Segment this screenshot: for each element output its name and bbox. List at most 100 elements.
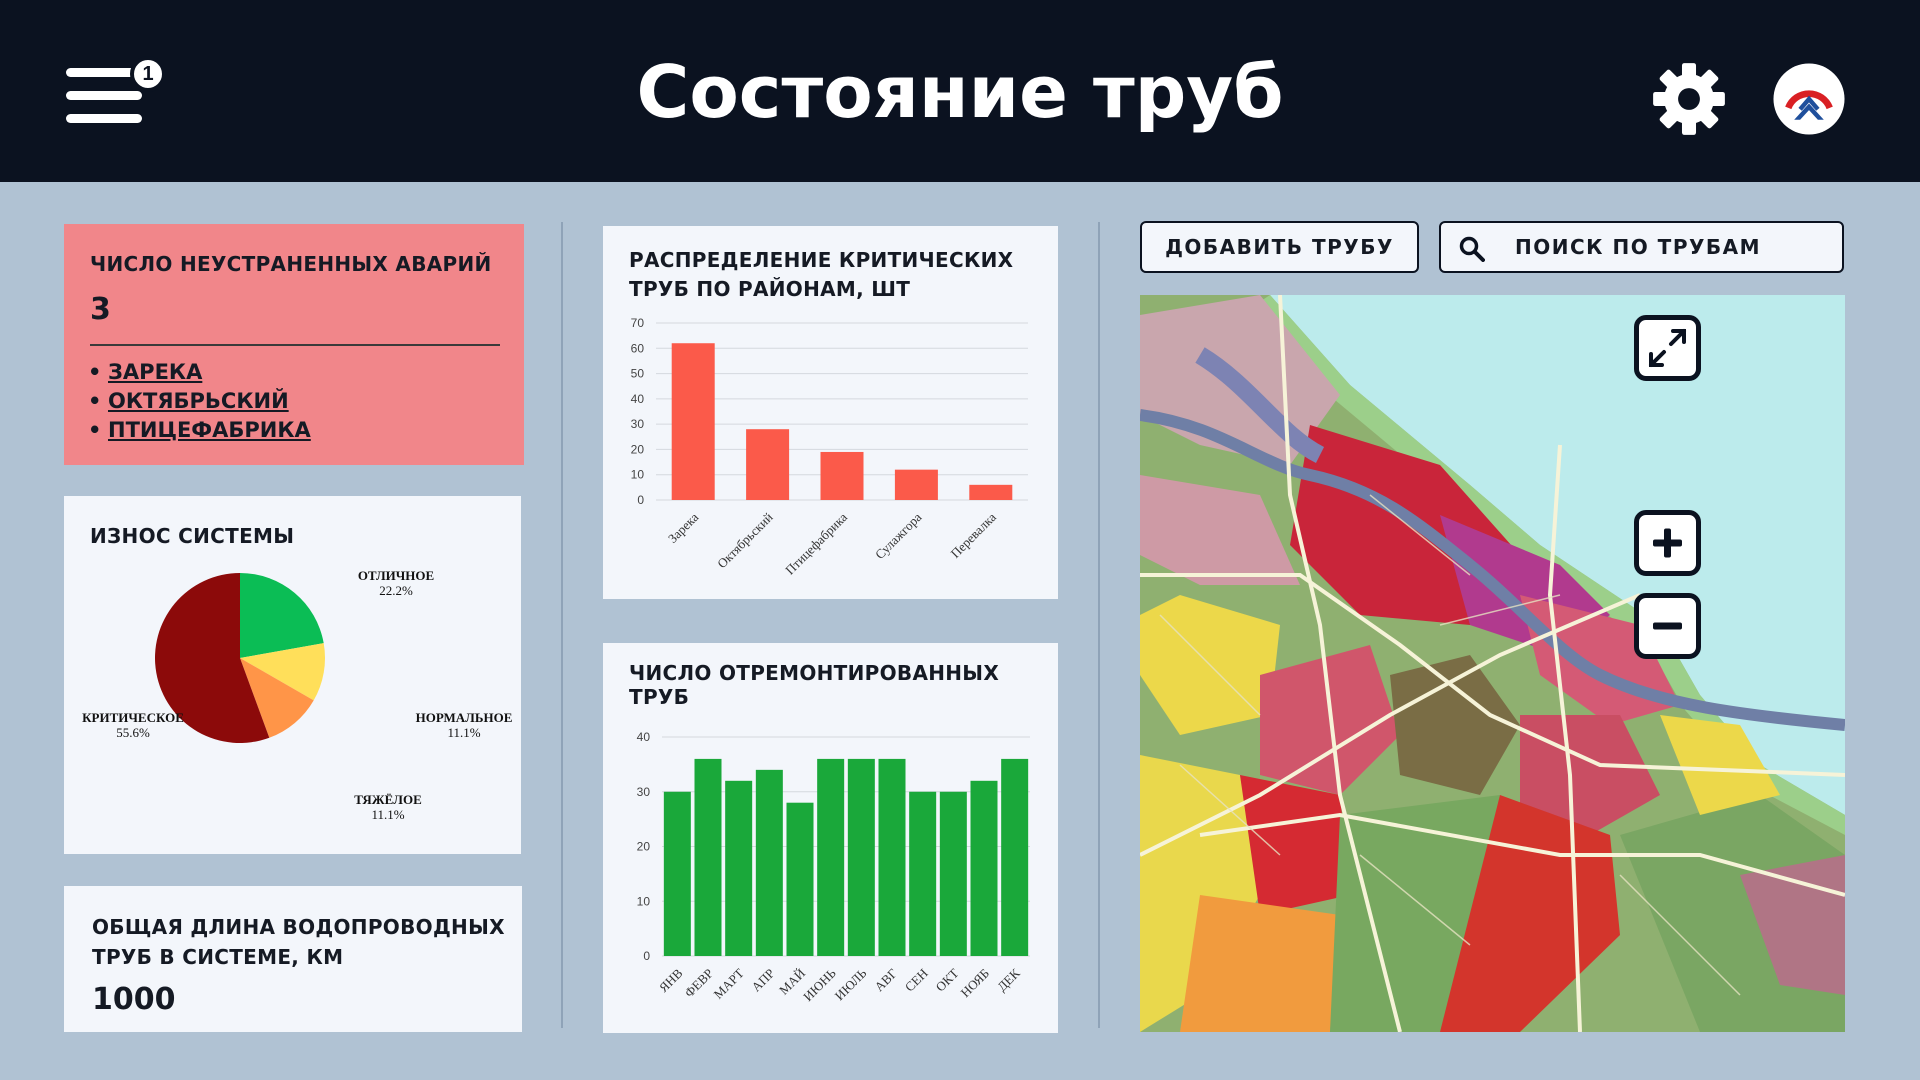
y-tick-label: 10	[637, 894, 651, 908]
bar	[847, 758, 875, 956]
district-link[interactable]: ПТИЦЕФАБРИКА	[108, 418, 311, 442]
pie-label: КРИТИЧЕСКОЕ 55.6%	[68, 710, 198, 740]
zoom-in-icon	[1653, 528, 1682, 558]
logo[interactable]	[1772, 62, 1846, 136]
menu-button[interactable]: 1	[66, 56, 166, 128]
y-tick-label: 40	[637, 730, 651, 744]
slice-pct: 11.1%	[447, 725, 481, 740]
total-length-card: ОБЩАЯ ДЛИНА ВОДОПРОВОДНЫХ ТРУБ В СИСТЕМЕ…	[64, 886, 522, 1032]
header: 1 Состояние труб	[0, 0, 1920, 182]
x-tick-label: АПР	[748, 966, 777, 995]
zoom-in-button[interactable]	[1634, 510, 1701, 576]
search-icon	[1459, 236, 1485, 262]
menu-icon-bar	[66, 114, 142, 123]
notification-badge: 1	[130, 56, 166, 92]
critical-pipes-bar-chart: 0 10 20 30 40 50 60 70 Зарека Октябрьский Птицефаб…	[631, 316, 1028, 577]
y-tick-label: 20	[631, 442, 645, 456]
bar	[725, 780, 753, 956]
y-tick-label: 60	[631, 341, 645, 355]
critical-pipes-chart-card: 0 10 20 30 40 50 60 70 Зарека Октябрьский Птицефаб…	[603, 226, 1058, 599]
card-title: ЧИСЛО НЕУСТРАНЕННЫХ АВАРИЙ	[90, 252, 492, 276]
pie-slice	[240, 658, 314, 738]
bar	[909, 791, 937, 956]
y-tick-label: 20	[637, 840, 651, 854]
pie-slice	[240, 573, 324, 658]
repaired-pipes-chart-card: 0 10 20 30 40 ЯНВ ФЕВР МАРТ АПР МАЙ ИЮНЬ ИЮЛЬ АВГ СЕН…	[603, 643, 1058, 1033]
pie-label: НОРМАЛЬНОЕ 11.1%	[404, 710, 524, 740]
zoom-out-icon	[1653, 622, 1682, 630]
bar	[939, 791, 967, 956]
bar	[817, 758, 845, 956]
pie-label: ТЯЖЁЛОЕ 11.1%	[328, 792, 448, 822]
y-tick-label: 0	[637, 493, 644, 507]
districts-list: ЗАРЕКА ОКТЯБРЬСКИЙ ПТИЦЕФАБРИКА	[108, 358, 311, 445]
x-tick-label: Зарека	[665, 509, 702, 546]
pie-slice	[240, 643, 325, 701]
y-tick-label: 40	[631, 392, 645, 406]
divider	[90, 344, 500, 346]
bar	[663, 791, 691, 956]
x-tick-label: ИЮЛЬ	[832, 965, 870, 1003]
x-tick-label: НОЯБ	[957, 966, 992, 1001]
page-title: Состояние труб	[636, 50, 1284, 134]
x-tick-label: ДЕК	[994, 965, 1023, 994]
y-tick-label: 0	[643, 949, 650, 963]
bar	[820, 451, 864, 500]
zoom-out-button[interactable]	[1634, 593, 1701, 659]
x-tick-label: Сулажгора	[872, 509, 925, 562]
x-tick-label: Октябрьский	[714, 509, 776, 571]
system-wear-card: ИЗНОС СИСТЕМЫ ОТЛИЧНОЕ 22.2% НОРМАЛЬНОЕ 11…	[64, 496, 521, 854]
bar	[746, 429, 790, 500]
slice-pct: 11.1%	[371, 807, 405, 822]
divider	[1098, 222, 1100, 1028]
x-tick-label: ФЕВР	[681, 966, 716, 1001]
gear-icon[interactable]	[1650, 60, 1728, 138]
wear-pie-chart	[155, 573, 325, 743]
menu-icon	[66, 68, 142, 77]
fullscreen-button[interactable]	[1634, 315, 1701, 381]
pie-label: ОТЛИЧНОЕ 22.2%	[336, 568, 456, 598]
y-tick-label: 30	[637, 785, 651, 799]
district-link[interactable]: ОКТЯБРЬСКИЙ	[108, 389, 289, 413]
y-tick-label: 30	[631, 417, 645, 431]
total-length-value: 1000	[92, 982, 176, 1017]
y-tick-label: 50	[631, 367, 645, 381]
card-title: ИЗНОС СИСТЕМЫ	[90, 524, 295, 548]
x-tick-label: Перевалка	[948, 509, 1000, 561]
slice-pct: 22.2%	[379, 583, 413, 598]
slice-label: КРИТИЧЕСКОЕ	[82, 710, 184, 725]
x-tick-label: МАРТ	[711, 965, 747, 1001]
slice-label: ТЯЖЁЛОЕ	[354, 792, 422, 807]
bar	[755, 769, 783, 956]
bar	[894, 469, 938, 500]
bar	[969, 484, 1013, 500]
slice-label: ОТЛИЧНОЕ	[357, 568, 435, 583]
slice-pct: 55.6%	[116, 725, 150, 740]
district-link[interactable]: ЗАРЕКА	[108, 360, 203, 384]
x-tick-label: ИЮНЬ	[800, 965, 839, 1004]
x-tick-label: СЕН	[902, 966, 931, 995]
bar	[970, 780, 998, 956]
city-map[interactable]	[1140, 295, 1845, 1032]
y-tick-label: 10	[631, 468, 645, 482]
menu-icon-bar	[66, 91, 142, 100]
map-image	[1140, 295, 1845, 1032]
bar	[671, 343, 715, 500]
bar	[786, 802, 814, 956]
search-pipes-button[interactable]: ПОИСК ПО ТРУБАМ	[1439, 221, 1844, 273]
accidents-count: 3	[90, 292, 111, 327]
card-title: РАСПРЕДЕЛЕНИЕ КРИТИЧЕСКИХ ТРУБ ПО РАЙОНА…	[629, 248, 1014, 301]
expand-icon	[1649, 329, 1686, 367]
add-pipe-button[interactable]: ДОБАВИТЬ ТРУБУ	[1140, 221, 1419, 273]
unresolved-accidents-card: ЧИСЛО НЕУСТРАНЕННЫХ АВАРИЙ 3 ЗАРЕКА ОКТЯ…	[64, 224, 524, 465]
bar	[878, 758, 906, 956]
bar	[1001, 758, 1029, 956]
slice-label: НОРМАЛЬНОЕ	[415, 710, 513, 725]
list-item: ОКТЯБРЬСКИЙ	[108, 387, 311, 416]
card-title: ЧИСЛО ОТРЕМОНТИРОВАННЫХ ТРУБ	[629, 661, 1000, 709]
list-item: ЗАРЕКА	[108, 358, 311, 387]
x-tick-label: Птицефабрика	[782, 509, 850, 577]
card-title: ОБЩАЯ ДЛИНА ВОДОПРОВОДНЫХ ТРУБ В СИСТЕМЕ…	[92, 915, 505, 969]
divider	[561, 222, 563, 1028]
